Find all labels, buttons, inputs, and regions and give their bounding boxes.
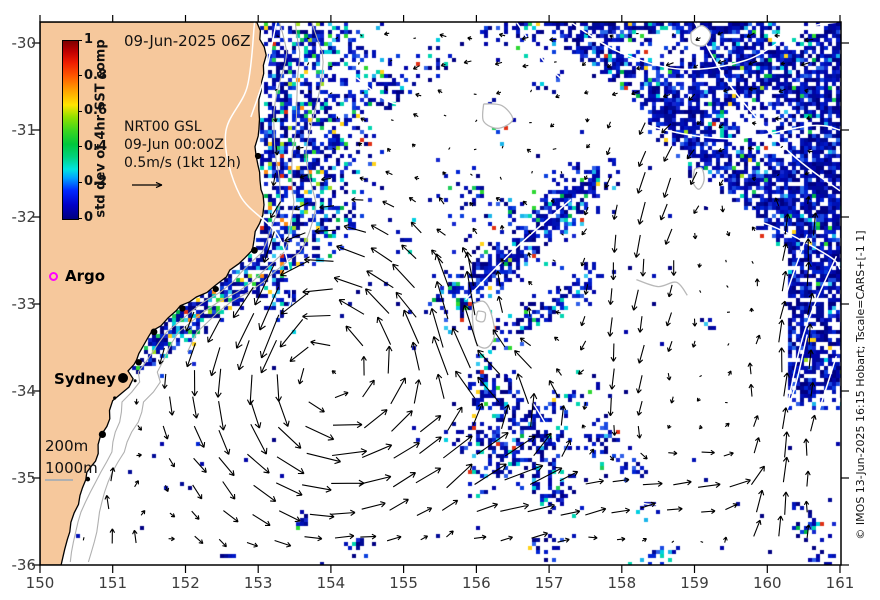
- contour-line: [515, 22, 841, 140]
- colorbar-tick-label: 0.8: [84, 67, 108, 83]
- bathymetry-line: [69, 22, 288, 563]
- coastal-inlet-mark: [251, 247, 258, 254]
- x-tick-label: 161: [825, 574, 855, 592]
- coastal-inlet-mark: [254, 152, 262, 160]
- coastal-inlet-mark: [133, 379, 137, 383]
- colorbar-tick-mark: [78, 110, 82, 112]
- coastal-inlet-mark: [113, 396, 117, 400]
- contour-line: [224, 22, 292, 335]
- y-tick-label: -30: [11, 34, 37, 52]
- colorbar-tick-label: 0.6: [84, 103, 108, 119]
- colorbar-tick-mark: [78, 181, 82, 183]
- y-tick-label: -35: [11, 469, 37, 487]
- contour-line: [392, 129, 438, 209]
- x-tick-label: 150: [25, 574, 55, 592]
- island-outlines: [471, 24, 712, 349]
- coastal-inlet-mark: [179, 305, 186, 312]
- vector-scale-label: 0.5m/s (1kt 12h): [124, 155, 241, 171]
- x-tick-label: 159: [680, 574, 709, 592]
- plot-border: [39, 21, 842, 566]
- argo-label: Argo: [65, 267, 106, 285]
- copyright-credit: © IMOS 13-Jun-2025 16:15 Hobart; Tscale=…: [854, 230, 867, 540]
- y-tick-label: -33: [11, 295, 37, 313]
- y-tick-label: -36: [11, 556, 37, 574]
- colorbar-tick-mark: [78, 146, 82, 148]
- x-tick-label: 160: [752, 574, 782, 592]
- y-tick-label: -34: [11, 382, 37, 400]
- island-outline: [481, 103, 514, 129]
- island-outline: [475, 310, 487, 323]
- coastal-inlet-mark: [98, 430, 106, 438]
- contour-line: [759, 234, 809, 418]
- sydney-marker-icon: [118, 373, 128, 383]
- island-outline: [690, 24, 712, 47]
- contour-line: [632, 172, 841, 270]
- contour-line: [693, 22, 841, 192]
- contour-line: [250, 22, 278, 118]
- colorbar-tick-mark: [78, 75, 82, 77]
- x-tick-label: 154: [316, 574, 346, 592]
- model-info-block: NRT00 GSL 09-Jun 00:00Z 0.5m/s (1kt 12h): [124, 118, 241, 172]
- depth-1000m-label: 1000m: [45, 459, 98, 477]
- contour-line: [570, 22, 837, 71]
- land-polygon: [40, 22, 267, 565]
- island-outline: [636, 278, 688, 296]
- model-name: NRT00 GSL: [124, 119, 202, 135]
- scale-arrow-icon: [132, 181, 163, 189]
- colorbar-tick-label: 1: [84, 32, 94, 47]
- sydney-label: Sydney: [54, 370, 116, 388]
- colorbar: [62, 40, 79, 220]
- land-layer: [40, 22, 267, 565]
- sst-contour-lines: [224, 22, 841, 506]
- bathymetry-legend-line: [45, 479, 73, 481]
- map-date-title: 09-Jun-2025 06Z: [124, 32, 251, 50]
- contour-line: [464, 199, 572, 301]
- contour-line: [355, 77, 441, 105]
- vector-arrows-path: [82, 31, 819, 548]
- coastal-inlet-mark: [85, 476, 91, 482]
- x-tick-label: 152: [171, 574, 200, 592]
- y-tick-label: -32: [11, 208, 37, 226]
- model-time: 09-Jun 00:00Z: [124, 137, 224, 153]
- colorbar-tick-label: 0.2: [84, 174, 108, 190]
- x-tick-label: 153: [243, 574, 273, 592]
- coastal-inlet-mark: [135, 359, 142, 366]
- colorbar-tick-label: 0: [84, 210, 94, 225]
- colorbar-label: std dev of 4hr SST comp: [93, 39, 109, 218]
- contour-line: [806, 355, 838, 448]
- bathymetry-line: [187, 22, 324, 353]
- coastal-inlet-mark: [150, 328, 158, 336]
- colorbar-tick-mark: [78, 217, 82, 219]
- x-tick-label: 155: [389, 574, 418, 592]
- colorbar-tick-label: 0.4: [84, 138, 108, 154]
- x-tick-label: 156: [462, 574, 491, 592]
- x-tick-label: 151: [98, 574, 128, 592]
- x-tick-label: 157: [534, 574, 564, 592]
- current-vector-arrows: [82, 31, 819, 548]
- argo-float-marker-icon: [49, 272, 58, 281]
- y-tick-label: -31: [11, 121, 37, 139]
- coastal-inlet-mark: [212, 286, 219, 293]
- island-outline: [692, 166, 705, 190]
- axes-frame: [32, 15, 849, 573]
- colorbar-tick-mark: [78, 39, 82, 41]
- depth-200m-label: 200m: [45, 437, 89, 455]
- x-tick-label: 158: [607, 574, 637, 592]
